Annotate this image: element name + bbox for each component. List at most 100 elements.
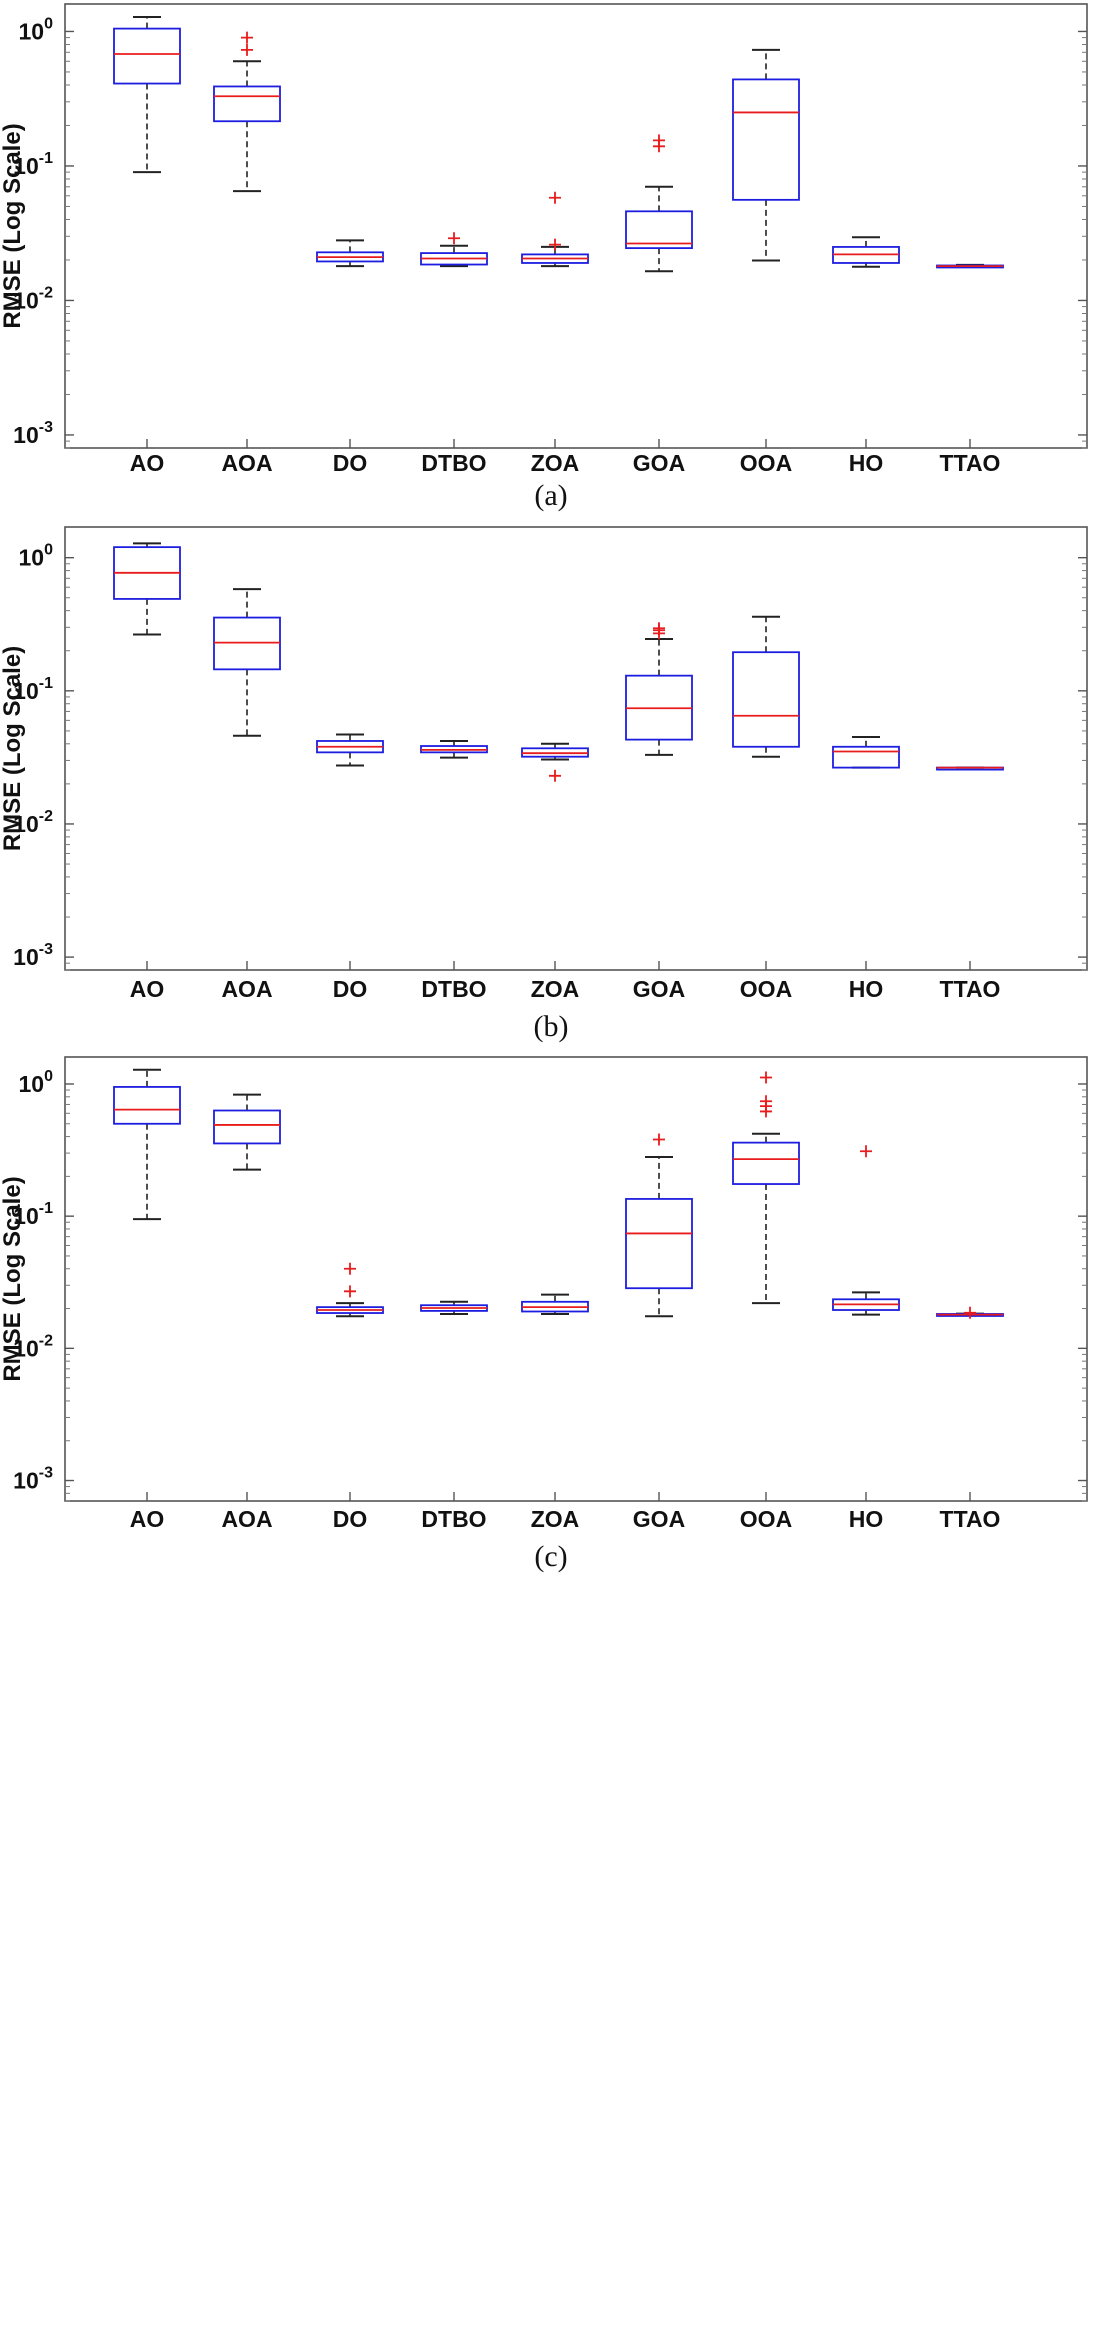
x-tick-label: ZOA	[531, 1506, 580, 1532]
y-tick-exponent: -1	[39, 1200, 53, 1217]
y-tick-base: 10	[13, 944, 39, 970]
y-tick-exponent: -2	[39, 1332, 53, 1349]
plot-area-frame	[64, 3, 1088, 449]
x-tick-label: AO	[130, 976, 165, 1002]
iqr-box	[113, 1086, 181, 1125]
box-goa	[625, 134, 693, 273]
y-tick-exponent: -3	[39, 1465, 53, 1482]
iqr-box	[213, 85, 281, 123]
panel-caption: (b)	[534, 1010, 569, 1043]
y-tick-base: 10	[19, 18, 45, 44]
box-ao	[113, 16, 181, 174]
y-tick-label: 100	[19, 542, 54, 571]
box-do	[316, 733, 384, 767]
panel-caption: (a)	[534, 479, 567, 512]
y-tick-base: 10	[13, 153, 39, 179]
x-tick-label: DTBO	[421, 976, 486, 1002]
y-tick-base: 10	[13, 287, 39, 313]
y-axis-label: RMSE (Log Scale)	[0, 123, 26, 328]
iqr-box	[625, 210, 693, 250]
outlier-marker	[241, 31, 253, 44]
box-zoa	[521, 191, 589, 268]
outlier-marker	[653, 1133, 665, 1146]
outlier-marker	[448, 232, 460, 245]
x-tick-label: HO	[849, 976, 884, 1002]
box-ooa	[732, 615, 800, 758]
y-tick-base: 10	[13, 1335, 39, 1361]
x-tick-label: ZOA	[531, 976, 580, 1002]
box-ao	[113, 1068, 181, 1221]
y-tick-label: 10-3	[13, 1465, 53, 1494]
x-tick-label: AOA	[221, 976, 272, 1002]
box-ttao	[936, 263, 1004, 269]
box-do	[316, 1262, 384, 1318]
y-tick-label: 10-1	[13, 675, 53, 704]
y-tick-label: 10-3	[13, 419, 53, 448]
box-zoa	[521, 1293, 589, 1315]
box-ao	[113, 542, 181, 636]
y-tick-label: 100	[19, 1068, 54, 1097]
box-aoa	[213, 588, 281, 737]
outlier-marker	[860, 1145, 872, 1158]
x-tick-label: DO	[333, 976, 368, 1002]
y-tick-exponent: 0	[44, 1068, 53, 1085]
outlier-marker	[549, 769, 561, 782]
x-tick-label: GOA	[633, 1506, 685, 1532]
y-tick-base: 10	[13, 422, 39, 448]
box-ho	[832, 735, 900, 769]
outlier-marker	[964, 1306, 976, 1319]
box-ho	[832, 1145, 900, 1316]
y-tick-base: 10	[13, 1203, 39, 1229]
box-do	[316, 239, 384, 268]
iqr-box	[832, 745, 900, 769]
box-zoa	[521, 742, 589, 782]
y-tick-exponent: -2	[39, 808, 53, 825]
x-tick-label: HO	[849, 1506, 884, 1532]
iqr-box	[113, 27, 181, 85]
y-tick-exponent: -3	[39, 941, 53, 958]
x-tick-label: DO	[333, 1506, 368, 1532]
x-tick-label: HO	[849, 450, 884, 476]
x-tick-label: AOA	[221, 1506, 272, 1532]
y-tick-exponent: -2	[39, 284, 53, 301]
x-tick-label: DTBO	[421, 450, 486, 476]
y-tick-exponent: 0	[44, 15, 53, 32]
x-tick-label: ZOA	[531, 450, 580, 476]
y-tick-label: 10-2	[13, 1332, 53, 1361]
x-tick-label: TTAO	[940, 976, 1001, 1002]
y-tick-base: 10	[19, 1071, 45, 1097]
y-tick-base: 10	[13, 1468, 39, 1494]
outlier-marker	[760, 1095, 772, 1108]
x-tick-label: OOA	[740, 976, 792, 1002]
x-tick-label: OOA	[740, 450, 792, 476]
y-tick-label: 10-1	[13, 1200, 53, 1229]
box-goa	[625, 622, 693, 756]
y-tick-label: 10-2	[13, 808, 53, 837]
y-tick-exponent: -1	[39, 675, 53, 692]
iqr-box	[732, 1141, 800, 1185]
box-ttao	[936, 1306, 1004, 1319]
x-tick-label: DO	[333, 450, 368, 476]
outlier-marker	[344, 1262, 356, 1275]
y-axis-label: RMSE (Log Scale)	[0, 646, 26, 851]
box-ooa	[732, 48, 800, 262]
y-tick-label: 10-3	[13, 941, 53, 970]
outlier-marker	[549, 191, 561, 204]
box-dtbo	[420, 739, 488, 759]
y-tick-label: 10-1	[13, 150, 53, 179]
y-tick-base: 10	[13, 811, 39, 837]
y-tick-base: 10	[19, 545, 45, 571]
x-tick-label: TTAO	[940, 1506, 1001, 1532]
box-aoa	[213, 31, 281, 193]
outlier-marker	[241, 43, 253, 56]
box-dtbo	[420, 232, 488, 268]
plot-area-frame	[64, 1056, 1088, 1502]
y-tick-label: 100	[19, 15, 54, 44]
box-ho	[832, 236, 900, 268]
x-tick-label: AOA	[221, 450, 272, 476]
x-tick-label: OOA	[740, 1506, 792, 1532]
x-tick-label: AO	[130, 450, 165, 476]
